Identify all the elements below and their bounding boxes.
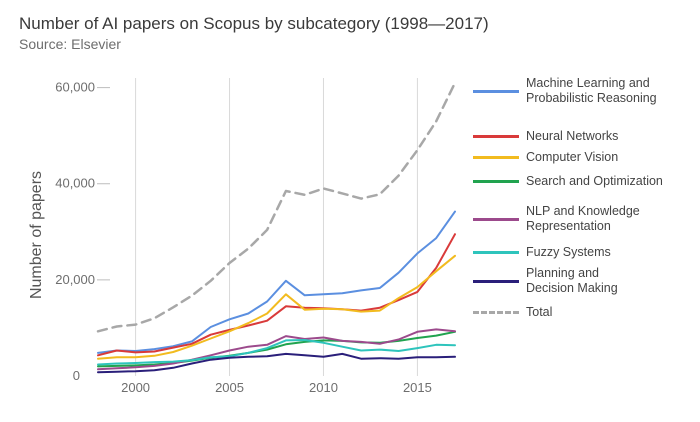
series-line — [96, 81, 457, 333]
y-tick-label: 60,000 — [55, 80, 95, 95]
series-line — [97, 352, 456, 374]
legend-label: Search and Optimization — [526, 174, 663, 188]
legend-item: Neural Networks — [473, 129, 618, 144]
legend-label: NLP and Knowledge Representation — [526, 204, 640, 233]
legend-label: Total — [526, 305, 553, 319]
legend-item: NLP and Knowledge Representation — [473, 204, 640, 234]
legend-label: Computer Vision — [526, 150, 619, 164]
x-tick-label: 2005 — [215, 380, 244, 395]
series-line — [97, 210, 456, 354]
legend-label: Machine Learning and Probabilistic Reaso… — [526, 76, 657, 105]
legend-swatch — [473, 89, 519, 93]
x-tick-label: 2010 — [309, 380, 338, 395]
x-tick-label: 2000 — [121, 380, 150, 395]
legend-item: Fuzzy Systems — [473, 245, 611, 260]
legend-label: Planning and Decision Making — [526, 266, 618, 295]
legend-swatch — [473, 311, 519, 314]
chart-series — [96, 81, 457, 374]
legend-label: Fuzzy Systems — [526, 245, 611, 259]
legend-item: Planning and Decision Making — [473, 266, 618, 296]
legend-item: Machine Learning and Probabilistic Reaso… — [473, 76, 657, 106]
y-tick-label: 40,000 — [55, 176, 95, 191]
y-tick-label: 0 — [73, 368, 80, 383]
y-axis-label: Number of papers — [28, 171, 45, 299]
legend-item: Search and Optimization — [473, 174, 663, 189]
legend-swatch — [473, 251, 519, 254]
legend-label: Neural Networks — [526, 129, 619, 143]
legend-item: Computer Vision — [473, 150, 618, 165]
legend-item: Total — [473, 305, 552, 320]
x-tick-label: 2015 — [403, 380, 432, 395]
chart-grid — [97, 78, 418, 376]
legend-swatch — [473, 156, 519, 159]
chart-subtitle: Source: Elsevier — [19, 36, 121, 52]
legend-swatch — [473, 279, 519, 283]
chart-axes: 2000 2005 2010 2015 0 20,000 40,000 60,000 — [55, 80, 432, 395]
series-line — [97, 254, 456, 360]
y-tick-label: 20,000 — [55, 272, 95, 287]
series-line — [97, 339, 456, 366]
legend-swatch — [473, 180, 519, 183]
legend-swatch — [473, 135, 519, 138]
legend-swatch — [473, 217, 519, 221]
series-line — [97, 233, 456, 357]
series-line — [97, 328, 456, 371]
chart-title: Number of AI papers on Scopus by subcate… — [19, 14, 489, 33]
